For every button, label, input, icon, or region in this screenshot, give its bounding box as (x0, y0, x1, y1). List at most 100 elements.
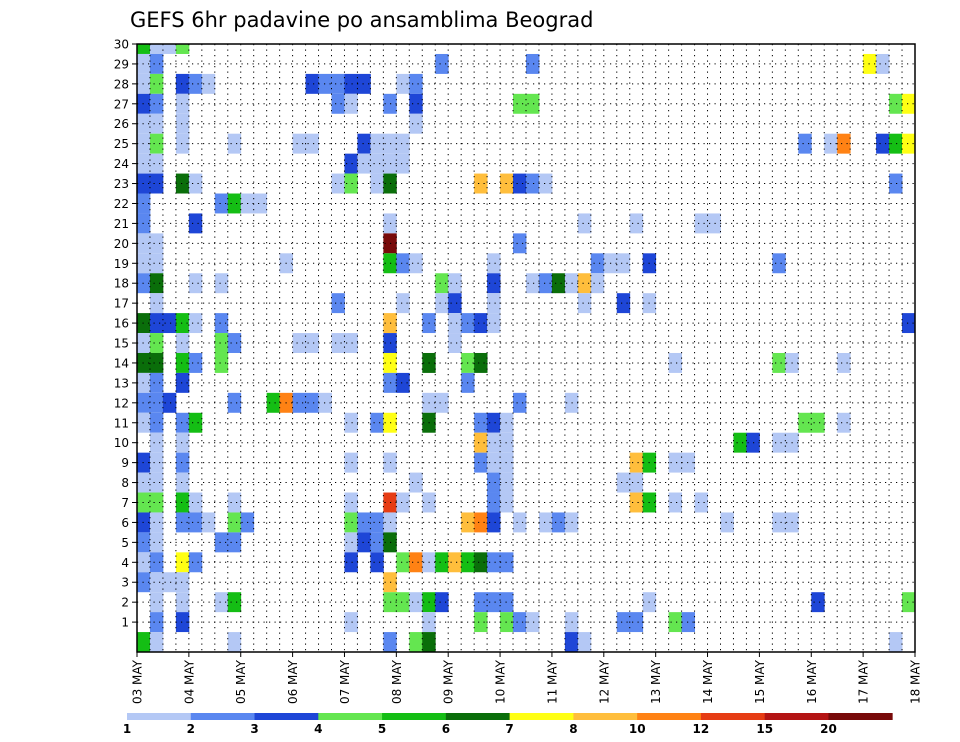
x-tick-label: 05 MAY (234, 659, 248, 704)
heatmap-cell (681, 452, 695, 473)
heatmap-cell (162, 44, 177, 54)
heatmap-cell (383, 632, 397, 652)
heatmap-cell (448, 273, 462, 294)
heatmap-cell (500, 472, 514, 493)
heatmap-cell (149, 173, 164, 194)
heatmap-cell (357, 532, 371, 553)
heatmap-cell (448, 313, 462, 334)
heatmap-cell (526, 273, 540, 294)
heatmap-cell (526, 173, 540, 194)
heatmap-cell (876, 133, 890, 154)
heatmap-cell (396, 153, 410, 174)
heatmap-cell (409, 73, 423, 94)
heatmap-cell (188, 173, 203, 194)
heatmap-cell (409, 552, 423, 573)
heatmap-cell (733, 432, 747, 453)
heatmap-cell (149, 73, 164, 94)
heatmap-cell (474, 612, 488, 633)
colorbar-swatch (190, 713, 255, 720)
heatmap-cell (149, 133, 164, 154)
heatmap-cell (175, 352, 190, 373)
heatmap-cell (357, 73, 371, 94)
heatmap-cell (175, 512, 190, 533)
x-tick-label: 15 MAY (753, 659, 767, 704)
heatmap-cell (500, 173, 514, 194)
heatmap-cell (396, 293, 410, 314)
heatmap-cell (487, 472, 501, 493)
heatmap-cell (149, 313, 164, 334)
heatmap-cell (616, 612, 631, 633)
heatmap-cell (409, 592, 423, 613)
y-tick-label: 21 (114, 217, 129, 231)
heatmap-cell (435, 53, 449, 74)
heatmap-cell (370, 552, 384, 573)
heatmap-cell (149, 552, 164, 573)
heatmap-cell (149, 372, 164, 393)
colorbar-label: 10 (629, 722, 646, 736)
heatmap-cell (409, 93, 423, 114)
heatmap-cell (474, 313, 488, 334)
heatmap-cell (227, 392, 242, 413)
y-tick-label: 15 (114, 337, 129, 351)
heatmap-cell (305, 333, 319, 353)
heatmap-cell (513, 93, 527, 114)
heatmap-cell (149, 452, 164, 473)
heatmap-cell (175, 572, 190, 593)
y-tick-label: 2 (121, 596, 129, 610)
heatmap-cell (214, 532, 229, 553)
heatmap-cell (344, 73, 358, 94)
heatmap-cell (292, 333, 306, 353)
heatmap-cell (474, 173, 488, 194)
y-tick-label: 27 (114, 97, 129, 111)
heatmap-cell (798, 133, 812, 154)
x-tick-label: 09 MAY (442, 659, 456, 704)
x-tick-label: 18 MAY (909, 659, 923, 704)
heatmap-cell (149, 492, 164, 513)
heatmap-cell (500, 452, 514, 473)
heatmap-cell (798, 412, 812, 433)
y-tick-label: 24 (114, 157, 129, 171)
heatmap-cell (162, 313, 177, 334)
colorbar-swatch (764, 713, 829, 720)
heatmap-cell (344, 173, 358, 194)
chart-title: GEFS 6hr padavine po ansamblima Beograd (130, 8, 593, 32)
colorbar-label: 15 (756, 722, 773, 736)
colorbar-swatch (382, 713, 447, 720)
heatmap-cell (902, 313, 916, 334)
heatmap-cell (331, 173, 345, 194)
heatmap-cell (500, 412, 514, 433)
x-tick-label: 14 MAY (701, 659, 715, 704)
heatmap-cell (344, 492, 358, 513)
heatmap-cell (629, 452, 644, 473)
heatmap-cell (149, 233, 164, 254)
heatmap-cell (227, 492, 242, 513)
heatmap-cell (149, 293, 164, 314)
heatmap-cell (370, 153, 384, 174)
y-tick-label: 3 (121, 576, 129, 590)
heatmap-cell (175, 113, 190, 134)
heatmap-cell (487, 273, 501, 294)
x-tick-label: 07 MAY (338, 659, 352, 704)
heatmap-cell (500, 432, 514, 453)
heatmap-cell (162, 392, 177, 413)
colorbar-label: 8 (569, 722, 577, 736)
heatmap-cell (344, 412, 358, 433)
heatmap-cell (889, 173, 903, 194)
heatmap-cell (370, 512, 384, 533)
heatmap-cell (175, 173, 190, 194)
heatmap-cell (175, 452, 190, 473)
heatmap-cell (188, 313, 203, 334)
heatmap-cell (435, 592, 449, 613)
heatmap-cell (889, 133, 903, 154)
heatmap-cell (149, 632, 164, 652)
heatmap-cell (435, 392, 449, 413)
heatmap-cell (487, 512, 501, 533)
heatmap-cell (305, 133, 319, 154)
colorbar-label: 5 (378, 722, 386, 736)
heatmap-cell (902, 133, 916, 154)
heatmap-cell (149, 273, 164, 294)
heatmap-cell (214, 193, 229, 214)
heatmap-cell (175, 44, 190, 54)
heatmap-cell (292, 392, 306, 413)
y-tick-label: 18 (114, 277, 129, 291)
